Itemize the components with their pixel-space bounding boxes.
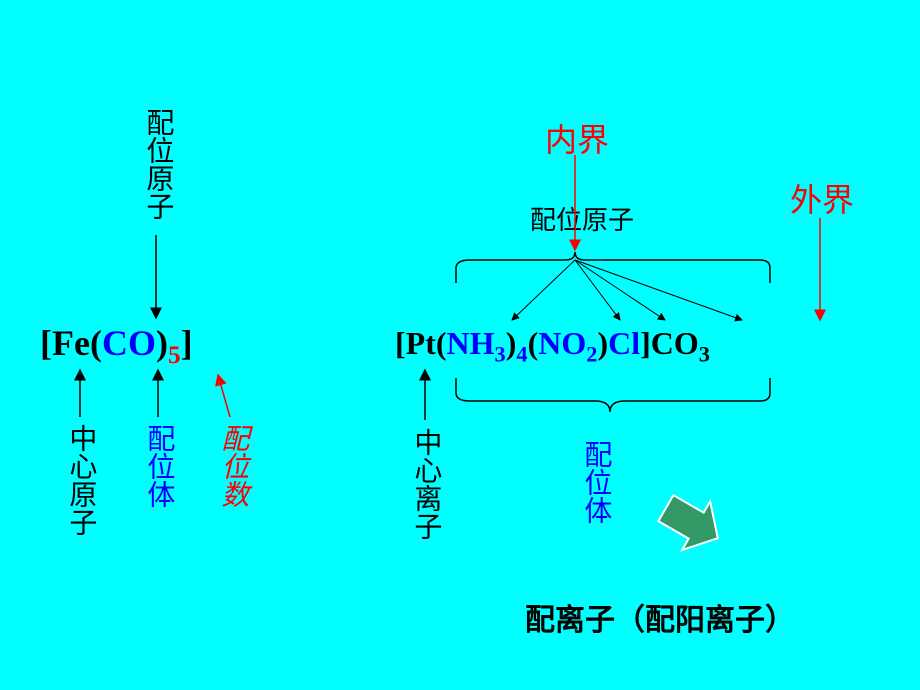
- right-central-ion-label: 中心离子: [411, 428, 440, 540]
- central-ion-arrow: [0, 0, 920, 690]
- block-arrow-icon: [640, 480, 730, 570]
- result-label: 配离子（配阳离子）: [525, 595, 795, 639]
- right-ligand-label: 配位体: [581, 440, 610, 524]
